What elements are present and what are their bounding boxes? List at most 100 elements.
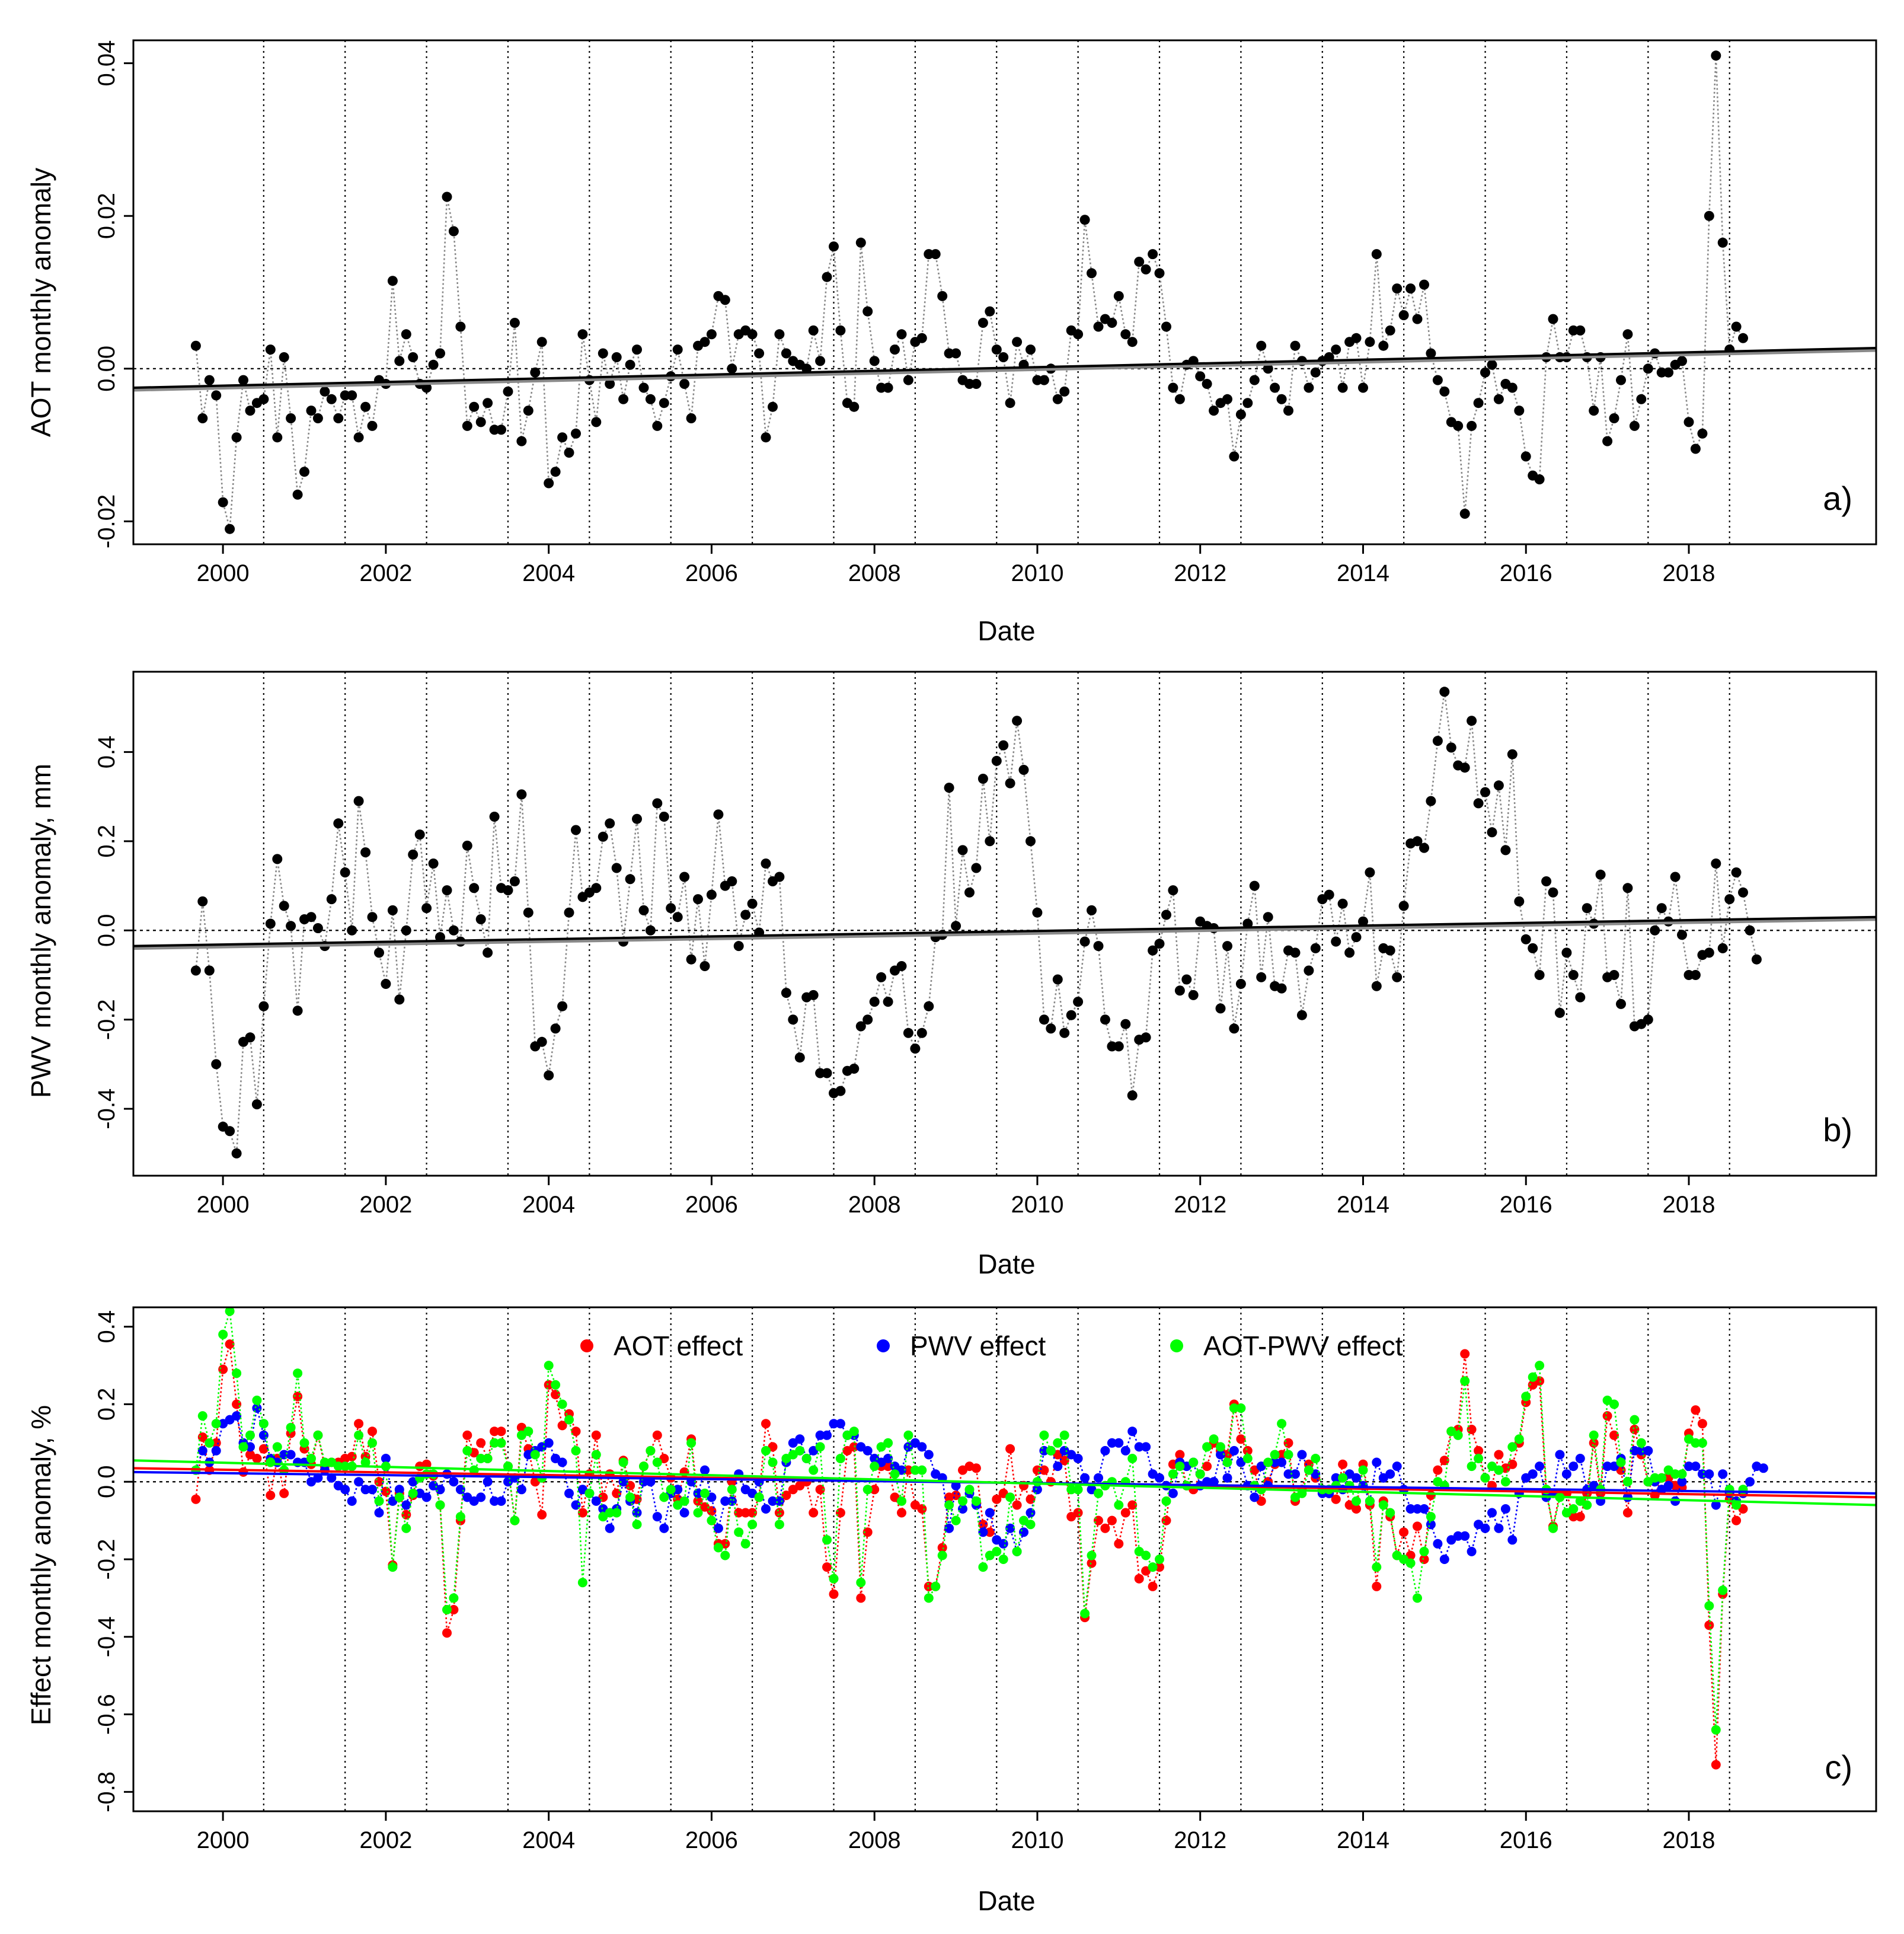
panel-b: 2000 2002 2004 2006 2008 2010 2012 2014 2016 2018…: [25, 671, 1877, 1279]
panel-c-series-0-point-121: [1012, 1500, 1022, 1510]
panel-a-series-0-point-19: [320, 386, 330, 397]
panel-b-trend-0: [133, 915, 1877, 947]
panel-b-series-0-point-105: [903, 1027, 913, 1038]
panel-b-series-0-point-101: [876, 972, 887, 982]
panel-a-series-0-point-208: [1602, 436, 1613, 446]
panel-a-xtick-label-0: 2000: [197, 560, 250, 586]
panel-c-series-0-point-178: [1399, 1527, 1409, 1537]
panel-b-series-0-point-43: [483, 947, 493, 958]
panel-c-series-1-point-130: [1073, 1454, 1083, 1463]
panel-a-series-0-point-115: [971, 379, 982, 389]
panel-b-series-0-point-102: [883, 997, 893, 1007]
panel-c-series-1-point-65: [632, 1508, 642, 1518]
panel-c-series-0-point-82: [747, 1508, 758, 1518]
panel-c-series-0-point-53: [551, 1390, 561, 1400]
panel-b-series-0-point-119: [998, 740, 1009, 751]
panel-c-series-2-point-172: [1358, 1465, 1368, 1475]
panel-a-series-0-point-172: [1358, 382, 1368, 393]
panel-c-series-2-point-195: [1514, 1434, 1524, 1444]
panel-c-series-2-point-17: [306, 1454, 316, 1463]
panel-c-series-2-point-5: [225, 1306, 235, 1316]
panel-a-series-0-point-174: [1371, 249, 1382, 260]
panel-b-series-0-point-35: [428, 859, 439, 869]
panel-a-series-0-point-143: [1161, 321, 1171, 332]
panel-c-series-1-point-30: [394, 1485, 404, 1495]
panel-a-series-0-point-171: [1351, 333, 1362, 343]
panel-b-series-0-point-210: [1616, 998, 1626, 1009]
panel-b-series-0-point-202: [1561, 947, 1572, 958]
panel-c-series-1-point-159: [1270, 1457, 1280, 1467]
panel-b-series-0-point-26: [367, 912, 378, 923]
panel-c-series-2-point-203: [1568, 1504, 1579, 1514]
panel-a-series-0-point-131: [1079, 215, 1090, 225]
panel-b-series-0-point-205: [1582, 903, 1592, 914]
panel-c-series-0-point-149: [1202, 1461, 1212, 1472]
panel-c-series-1-point-61: [605, 1523, 615, 1533]
panel-c-series-2-point-2: [205, 1438, 215, 1448]
panel-c-series-0-point-118: [992, 1494, 1002, 1504]
panel-c-series-2-point-196: [1521, 1392, 1531, 1402]
panel-c-series-2-point-25: [360, 1457, 370, 1467]
panel-c-series-0-point-130: [1073, 1508, 1083, 1518]
panel-a-series-0-point-59: [591, 417, 602, 427]
panel-b-series-0-point-24: [353, 796, 364, 806]
panel-b-series-0-point-53: [550, 1023, 561, 1034]
panel-c-series-1-point-75: [700, 1465, 710, 1475]
panel-c-series-0-point-28: [381, 1486, 391, 1496]
panel-c-series-2-point-15: [293, 1368, 303, 1378]
panel-c-series-0-point-6: [232, 1399, 242, 1409]
panel-c-series-0-point-92: [815, 1485, 825, 1495]
panel-c-series-2-point-97: [849, 1426, 859, 1437]
panel-c-series-2-point-58: [584, 1488, 595, 1498]
panel-a-series-0-point-94: [829, 241, 839, 252]
panel-b-series-0-point-73: [686, 954, 697, 965]
panel-c-plot: 2000 2002 2004 2006 2008 2010 2012 2014 2016 2018…: [94, 1306, 1877, 1853]
panel-c-series-1-point-137: [1120, 1445, 1130, 1456]
panel-c-series-1-point-186: [1453, 1531, 1463, 1541]
panel-b-series-0-point-226: [1724, 894, 1735, 905]
panel-a-xtick-label-8: 2016: [1500, 560, 1552, 586]
panel-a-series-0-point-180: [1412, 314, 1423, 324]
panel-c-series-2-point-55: [564, 1415, 574, 1425]
panel-b-series-0-point-0: [190, 965, 201, 976]
panel-a-series-0-point-140: [1141, 264, 1151, 275]
panel-b-series-0-point-6: [231, 1148, 242, 1159]
panel-b-series-0-point-112: [951, 921, 961, 931]
panel-c-series-0-point-52: [544, 1380, 554, 1390]
legend-pwv-marker: [877, 1339, 890, 1352]
panel-a-series-0-point-198: [1534, 474, 1545, 484]
panel-c-xtick-label-7: 2014: [1337, 1827, 1389, 1853]
panel-c-series-2-point-219: [1677, 1469, 1687, 1479]
panel-c-series-1-point-31: [401, 1500, 411, 1510]
panel-a-series-0-point-212: [1629, 420, 1640, 431]
panel-b-series-0-point-76: [706, 889, 717, 900]
panel-b-frame: [132, 671, 1877, 1177]
panel-c-series-2-point-90: [801, 1454, 812, 1463]
panel-c-series-2-point-4: [218, 1329, 228, 1339]
panel-c-series-1-point-45: [496, 1496, 506, 1506]
panel-c-series-0-point-120: [1005, 1444, 1015, 1454]
panel-a-ylabel: AOT monthly anomaly: [25, 168, 56, 437]
panel-b-series-0-point-113: [957, 845, 968, 856]
panel-a-series-0-point-48: [516, 436, 527, 446]
panel-c-series-0-point-180: [1413, 1521, 1422, 1531]
panel-a-series-0-point-189: [1473, 398, 1484, 408]
panel-b-series-0-point-170: [1344, 947, 1355, 958]
panel-a-series-0-point-83: [754, 348, 765, 359]
panel-b-ytick-label-3: 0.2: [94, 825, 120, 858]
panel-b-series-0-point-81: [740, 909, 751, 920]
panel-a-series-0-point-43: [483, 398, 493, 408]
panel-c-series-0-point-174: [1372, 1581, 1382, 1591]
panel-b-series-0-point-99: [862, 1014, 873, 1025]
panel-c-series-0-point-123: [1026, 1494, 1036, 1504]
panel-c-series-1-point-92: [815, 1430, 825, 1440]
panel-a-series-0-point-139: [1134, 257, 1145, 267]
panel-b-series-0-point-227: [1731, 867, 1742, 877]
panel-a-series-0-point-85: [768, 401, 778, 412]
panel-b-series-0-point-27: [374, 947, 384, 958]
panel-c-series-2-point-216: [1657, 1473, 1667, 1483]
panel-b-series-0-point-61: [605, 818, 615, 829]
panel-c-series-2-point-37: [442, 1605, 452, 1614]
panel-b-series-0-point-171: [1351, 932, 1362, 943]
